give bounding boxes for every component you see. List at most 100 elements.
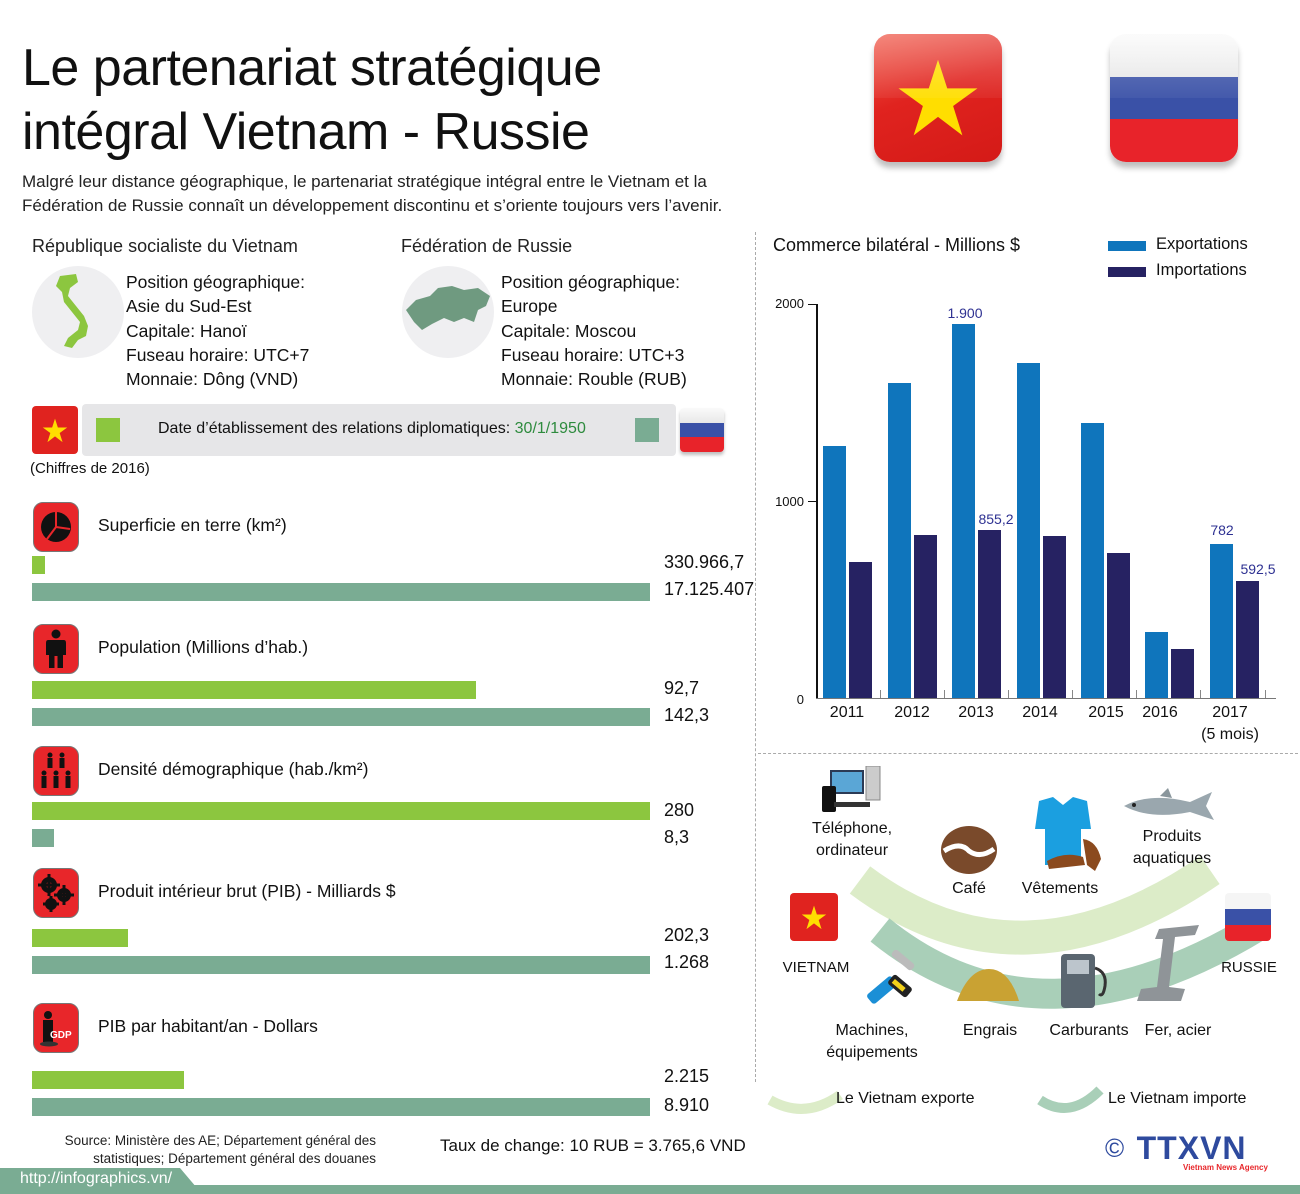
value-vietnam-area: 330.966,7 (664, 552, 745, 572)
diplomacy-text: Date d’établissement des relations diplo… (158, 420, 586, 437)
bar-exports-2012 (888, 383, 911, 698)
x-label-2011: 2011 (829, 704, 865, 721)
person-icon (33, 624, 79, 674)
value-vietnam-density: 280 (664, 800, 695, 820)
vietnam-trade-flag-icon (790, 893, 838, 941)
bar-imports-2016 (1171, 649, 1194, 698)
bar-exports-2017 (1210, 544, 1233, 698)
y-tick-0: 0 (796, 692, 804, 707)
x-tick-mark (1136, 690, 1137, 698)
stat-label-gdp: Produit intérieur brut (PIB) - Milliards… (98, 881, 396, 901)
russia-info: Position géographique: Europe Capitale: … (501, 272, 687, 390)
y-axis (816, 304, 818, 699)
import-item-fuel: Carburants (1049, 1022, 1129, 1039)
bar-imports-2012 (914, 535, 937, 698)
vertical-divider (755, 232, 756, 1082)
stat-label-area: Superficie en terre (km²) (98, 515, 287, 535)
website-link[interactable]: http://infographics.vn/ (20, 1170, 173, 1187)
bar-imports-2017 (1236, 581, 1259, 698)
bar-imports-2013 (978, 530, 1001, 698)
value-vietnam-gdp-per-capita: 2.215 (664, 1066, 710, 1086)
russia-legend-swatch (635, 418, 659, 442)
y-tick-mark (808, 304, 816, 305)
russia-small-flag-icon (680, 408, 724, 452)
export-item-coffee: Café (952, 880, 986, 897)
clothing-icon (1025, 795, 1109, 884)
russia-trade-flag-icon (1225, 893, 1271, 941)
title-line-2: intégral Vietnam - Russie (22, 103, 590, 161)
svg-text:GDP: GDP (50, 1030, 72, 1041)
data-label-imports-2013: 855,2 (978, 511, 1014, 527)
value-russia-density: 8,3 (664, 827, 690, 847)
x-label-2014: 2014 (1022, 704, 1058, 721)
people-group-icon (33, 746, 79, 796)
title-line-1: Le partenariat stratégique (22, 39, 602, 97)
vietnam-map-icon (32, 266, 124, 358)
subtitle-line-1: Malgré leur distance géographique, le pa… (22, 172, 707, 191)
steel-beam-icon (1135, 925, 1201, 1010)
legend-vietnam-imports: Le Vietnam importe (1108, 1090, 1247, 1107)
vietnam-country-name: République socialiste du Vietnam (32, 236, 298, 256)
x-tick-mark (1072, 690, 1073, 698)
bar-russia-population (32, 708, 650, 726)
russia-map-icon (402, 266, 494, 358)
bar-exports-2014 (1017, 363, 1040, 698)
bar-russia-area (32, 583, 650, 601)
value-vietnam-population: 92,7 (664, 678, 700, 698)
legend-exports-label: Exportations (1156, 235, 1248, 253)
bar-russia-gdp-per-capita (32, 1098, 650, 1116)
bar-imports-2014 (1043, 536, 1066, 698)
computer-phone-icon (820, 765, 882, 821)
horizontal-divider (758, 753, 1298, 754)
y-tick-mark (808, 501, 816, 502)
export-item-electronics: Téléphone, ordinateur (811, 820, 893, 859)
x-label-2017: 2017 (1212, 704, 1248, 721)
vietnam-info: Position géographique: Asie du Sud-Est C… (126, 272, 310, 390)
x-tick-mark (1008, 690, 1009, 698)
bar-exports-2011 (823, 446, 846, 698)
bar-vietnam-gdp (32, 929, 128, 947)
value-russia-gdp-per-capita: 8.910 (664, 1095, 710, 1115)
vietnam-flag-icon (874, 34, 1002, 162)
bar-imports-2015 (1107, 553, 1130, 698)
vietnam-trade-label: VIETNAM (782, 959, 850, 976)
x-label-2016: 2016 (1142, 704, 1178, 721)
legend-imports-label: Importations (1156, 261, 1247, 279)
export-item-clothing: Vêtements (1021, 880, 1099, 897)
copyright-icon: © (1105, 1133, 1125, 1163)
page-title: Le partenariat stratégique intégral Viet… (22, 36, 602, 164)
russia-country-name: Fédération de Russie (401, 236, 573, 256)
bar-exports-2013 (952, 324, 975, 698)
legend-vietnam-exports: Le Vietnam exporte (836, 1090, 975, 1107)
diplomacy-bar (82, 404, 676, 456)
bar-exports-2016 (1145, 632, 1168, 698)
x-axis (816, 698, 1276, 699)
diplomacy-date: 30/1/1950 (514, 420, 586, 437)
value-russia-gdp: 1.268 (664, 952, 710, 972)
ttxvn-logo: © TTXVN Vietnam News Agency (1105, 1130, 1268, 1172)
y-tick-1000: 1000 (775, 494, 804, 509)
legend-imports-swatch (1108, 267, 1146, 277)
bar-vietnam-gdp-per-capita (32, 1071, 184, 1089)
bar-vietnam-population (32, 681, 476, 699)
export-item-seafood: Produits aquatiques (1132, 828, 1212, 867)
legend-exports-swatch (1108, 241, 1146, 251)
logo-subtitle: Vietnam News Agency (1183, 1163, 1268, 1172)
fertilizer-icon (955, 965, 1021, 1010)
chart-title: Commerce bilatéral - Millions $ (773, 235, 1021, 255)
bar-russia-gdp (32, 956, 650, 974)
gdp-person-icon: GDP (33, 1003, 79, 1053)
import-item-machinery: Machines, équipements (826, 1022, 918, 1061)
page-subtitle: Malgré leur distance géographique, le pa… (22, 170, 722, 218)
value-russia-area: 17.125.407 (664, 579, 755, 599)
vietnam-legend-swatch (96, 418, 120, 442)
figures-year-note: (Chiffres de 2016) (30, 460, 150, 477)
x-tick-mark (1265, 690, 1266, 698)
x-label-2013: 2013 (958, 704, 994, 721)
bar-russia-density (32, 829, 54, 847)
stat-label-gdp-per-capita: PIB par habitant/an - Dollars (98, 1016, 318, 1036)
subtitle-line-2: Fédération de Russie connaît un développ… (22, 196, 723, 215)
exchange-rate: Taux de change: 10 RUB = 3.765,6 VND (440, 1136, 746, 1155)
trade-arrows (767, 855, 1268, 1114)
fuel-pump-icon (1055, 950, 1111, 1017)
